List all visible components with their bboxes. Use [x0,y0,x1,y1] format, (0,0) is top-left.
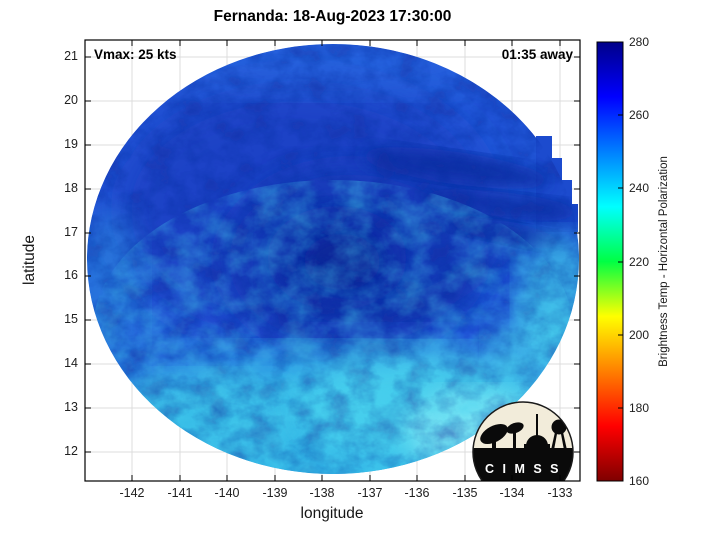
x-tick-label: -139 [262,486,288,500]
axis-ticks [85,40,580,481]
cimss-logo-text: C I M S S [485,462,561,476]
y-tick-label: 16 [64,268,78,282]
eta-annotation: 01:35 away [501,47,573,62]
x-axis-label: longitude [300,505,364,522]
x-tick-label: -135 [452,486,478,500]
y-tick-label: 12 [64,444,78,458]
colorbar-label: Brightness Temp - Horizontal Polarizatio… [658,156,670,367]
y-tick-label: 18 [64,181,78,195]
vmax-annotation: Vmax: 25 kts [94,47,177,62]
y-axis-label: latitude [21,235,38,285]
plot-title: Fernanda: 18-Aug-2023 17:30:00 [213,8,452,25]
x-tick-label: -140 [214,486,240,500]
y-tick-label: 20 [64,93,78,107]
x-tick-label: -136 [404,486,430,500]
colorbar [596,41,624,482]
x-tick-label: -134 [499,486,525,500]
colorbar-tick-label: 280 [629,35,650,49]
x-tick-label: -141 [167,486,193,500]
storm-swath-image: C I M S S [87,44,579,481]
colorbar-ticks [618,41,623,482]
axis-box [84,39,581,482]
cimss-logo: C I M S S [472,401,574,481]
colorbar-tick-label: 240 [629,181,650,195]
cimss-logo-border [472,401,574,481]
colorbar-tick-label: 200 [629,328,650,342]
colorbar-tick-label: 180 [629,401,650,415]
y-tick-label: 15 [64,312,78,326]
y-tick-label: 14 [64,356,78,370]
colorbar-tick-label: 260 [629,108,650,122]
x-tick-label: -137 [357,486,383,500]
colorbar-tick-label: 160 [629,474,650,488]
y-tick-label: 21 [64,49,78,63]
x-tick-label: -142 [119,486,145,500]
x-tick-label: -133 [547,486,573,500]
x-tick-label: -138 [309,486,335,500]
y-tick-label: 19 [64,137,78,151]
y-tick-label: 13 [64,400,78,414]
colorbar-tick-label: 220 [629,255,650,269]
y-tick-label: 17 [64,225,78,239]
